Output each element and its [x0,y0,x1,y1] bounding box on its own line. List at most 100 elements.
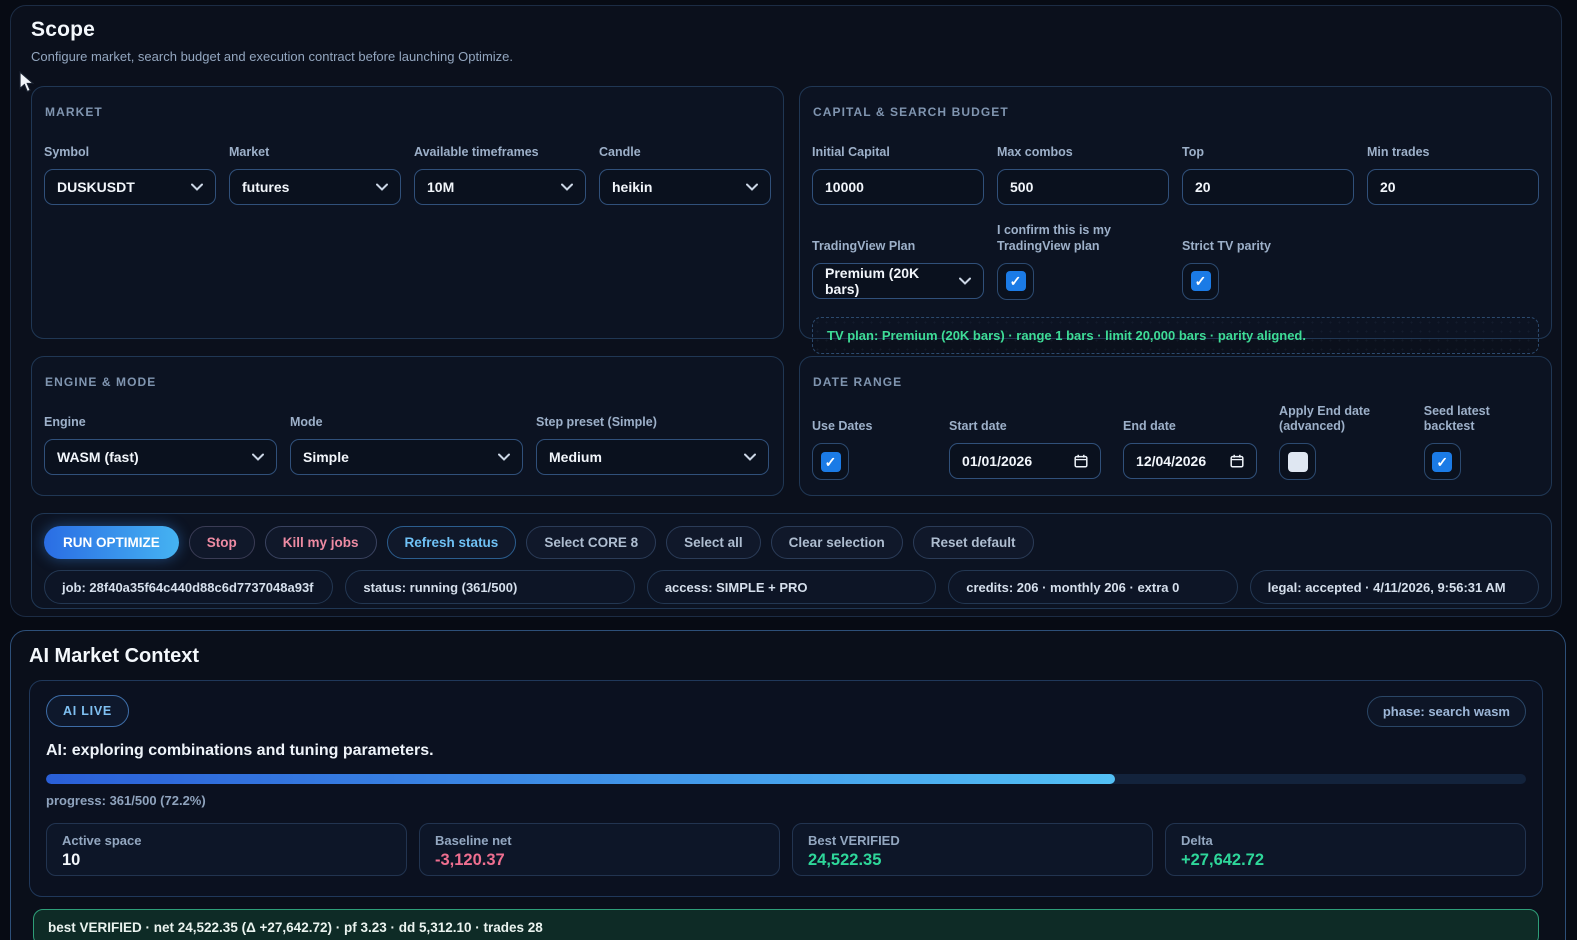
candle-select[interactable]: heikin [599,168,771,205]
top-field: Top 20 [1182,145,1354,205]
tv-parity-label: Strict TV parity [1182,239,1271,253]
active-space-card: Active space 10 [46,823,407,876]
top-value: 20 [1195,178,1211,195]
capital-panel: CAPITAL & SEARCH BUDGET Initial Capital … [799,86,1552,354]
use-dates-field: Use Dates ✓ [812,403,927,480]
checkbox-box: ✓ [1190,271,1211,292]
max-combos-label: Max combos [997,145,1073,159]
candle-value: heikin [612,178,653,195]
market-label: Market [229,145,270,159]
chevron-down-icon [252,453,264,461]
legal-chip: legal: accepted · 4/11/2026, 9:56:31 AM [1249,570,1540,604]
stat-value: 10 [62,851,81,869]
market-select[interactable]: futures [229,168,401,205]
date-range-heading: DATE RANGE [813,375,903,389]
start-date-value: 01/01/2026 [962,453,1033,469]
seed-backtest-checkbox[interactable]: ✓ [1423,443,1461,480]
chevron-down-icon [744,453,756,461]
clear-selection-button[interactable]: Clear selection [770,526,903,559]
access-chip: access: SIMPLE + PRO [646,570,937,604]
max-combos-field: Max combos 500 [997,145,1169,205]
tv-plan-field: TradingView Plan Premium (20K bars) [812,223,984,300]
chevron-down-icon [746,183,758,191]
stat-label: Delta [1181,833,1213,848]
page-subtitle: Configure market, search budget and exec… [31,49,513,64]
mode-label: Mode [290,415,323,429]
tv-plan-select[interactable]: Premium (20K bars) [812,262,984,299]
candle-field: Candle heikin [599,145,771,205]
start-date-label: Start date [949,419,1007,434]
timeframes-select[interactable]: 10M [414,168,586,205]
reset-default-button[interactable]: Reset default [912,526,1034,559]
tv-parity-field: Strict TV parity ✓ [1182,223,1271,300]
select-core8-button[interactable]: Select CORE 8 [526,526,657,559]
mode-select[interactable]: Simple [290,438,523,475]
initial-capital-input[interactable]: 10000 [812,168,984,205]
checkbox-box: ✓ [1005,271,1026,292]
timeframes-value: 10M [427,178,455,195]
calendar-icon [1230,454,1244,468]
stat-value: -3,120.37 [435,851,505,869]
status-chip: status: running (361/500) [345,570,635,604]
baseline-net-card: Baseline net -3,120.37 [419,823,780,876]
max-combos-value: 500 [1010,178,1034,195]
initial-capital-label: Initial Capital [812,145,890,159]
tv-parity-checkbox[interactable]: ✓ [1182,262,1219,300]
tv-confirm-checkbox[interactable]: ✓ [997,262,1034,300]
kill-my-jobs-button[interactable]: Kill my jobs [264,526,377,559]
end-date-label: End date [1123,419,1176,434]
market-field: Market futures [229,145,401,205]
apply-end-field: Apply End date (advanced) ✓ [1279,403,1402,480]
capital-heading: CAPITAL & SEARCH BUDGET [813,105,1009,119]
tv-confirm-label: I confirm this is my TradingView plan [997,223,1111,253]
stat-value: 24,522.35 [808,851,882,869]
timeframes-field: Available timeframes 10M [414,145,586,205]
end-date-input[interactable]: 12/04/2026 [1123,443,1258,479]
chevron-down-icon [191,183,203,191]
max-combos-input[interactable]: 500 [997,168,1169,205]
delta-card: Delta +27,642.72 [1165,823,1526,876]
symbol-select[interactable]: DUSKUSDT [44,168,216,205]
stop-button[interactable]: Stop [188,526,255,559]
start-date-field: Start date 01/01/2026 [949,403,1102,480]
apply-end-checkbox[interactable]: ✓ [1279,443,1317,480]
check-icon: ✓ [1009,273,1022,290]
step-preset-label: Step preset (Simple) [536,415,657,429]
step-preset-select[interactable]: Medium [536,438,769,475]
date-range-panel: DATE RANGE Use Dates ✓ Start date 01/01/… [799,356,1552,496]
ai-live-panel: AI LIVE phase: search wasm AI: exploring… [29,680,1543,897]
engine-label: Engine [44,415,86,429]
engine-select[interactable]: WASM (fast) [44,438,277,475]
tv-plan-label: TradingView Plan [812,239,916,253]
top-input[interactable]: 20 [1182,168,1354,205]
apply-end-label: Apply End date (advanced) [1279,403,1371,434]
checkbox-box: ✓ [1287,451,1308,472]
engine-field: Engine WASM (fast) [44,415,277,475]
job-id-chip: job: 28f40a35f64c440d88c6d7737048a93f [44,570,334,604]
best-verified-card: Best VERIFIED 24,522.35 [792,823,1153,876]
scope-grid: MARKET Symbol DUSKUSDT Market futures [31,86,1552,609]
use-dates-checkbox[interactable]: ✓ [812,443,849,480]
page-title: Scope [31,18,96,41]
chevron-down-icon [376,183,388,191]
min-trades-input[interactable]: 20 [1367,168,1539,205]
end-date-value: 12/04/2026 [1136,453,1207,469]
end-date-field: End date 12/04/2026 [1123,403,1258,480]
market-panel: MARKET Symbol DUSKUSDT Market futures [31,86,784,339]
seed-backtest-field: Seed latest backtest ✓ [1423,403,1539,480]
tv-plan-value: Premium (20K bars) [825,264,920,297]
calendar-icon [1074,454,1088,468]
refresh-status-button[interactable]: Refresh status [386,526,517,559]
mode-field: Mode Simple [290,415,523,475]
use-dates-label: Use Dates [812,419,873,434]
engine-value: WASM (fast) [57,448,139,465]
select-all-button[interactable]: Select all [666,526,761,559]
engine-heading: ENGINE & MODE [45,375,157,389]
credits-chip: credits: 206 · monthly 206 · extra 0 [948,570,1238,604]
checkbox-box: ✓ [820,451,841,472]
run-optimize-button[interactable]: RUN OPTIMIZE [44,526,179,559]
min-trades-value: 20 [1380,178,1396,195]
ai-live-badge: AI LIVE [46,695,130,727]
start-date-input[interactable]: 01/01/2026 [949,443,1102,479]
chevron-down-icon [561,183,573,191]
